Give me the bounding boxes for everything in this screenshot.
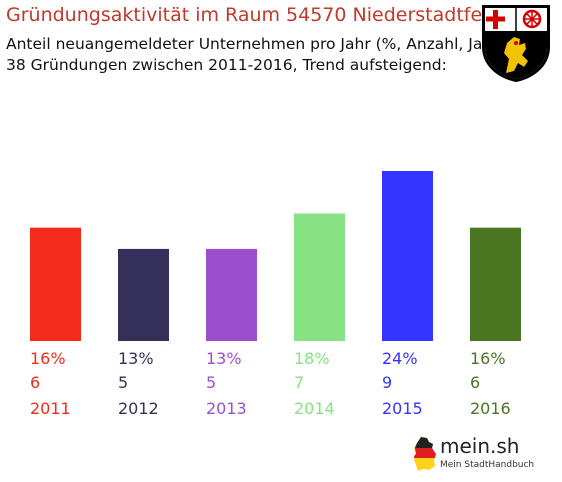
percent-label: 13% — [118, 349, 154, 368]
year-tick-label: 2016 — [470, 399, 511, 418]
count-label: 6 — [30, 373, 40, 392]
logo-tagline: Mein StadtHandbuch — [440, 460, 535, 470]
count-label: 7 — [294, 373, 304, 392]
percent-label: 16% — [470, 349, 506, 368]
bar-2015 — [382, 171, 433, 341]
count-label: 9 — [382, 373, 392, 392]
year-tick-label: 2012 — [118, 399, 159, 418]
logo-text: mein.sh — [440, 434, 520, 458]
percent-label: 24% — [382, 349, 418, 368]
site-logo[interactable]: mein.sh Mein StadtHandbuch — [412, 432, 535, 476]
percent-label: 13% — [206, 349, 242, 368]
year-tick-label: 2015 — [382, 399, 423, 418]
year-tick-label: 2014 — [294, 399, 335, 418]
year-tick-label: 2011 — [30, 399, 71, 418]
germany-map-icon — [414, 437, 436, 471]
percent-label: 18% — [294, 349, 330, 368]
bar-2014 — [294, 213, 345, 341]
percent-label: 16% — [30, 349, 66, 368]
count-label: 6 — [470, 373, 480, 392]
count-label: 5 — [118, 373, 128, 392]
chart-subtitle: Anteil neuangemeldeter Unternehmen pro J… — [6, 35, 505, 53]
chart-summary: 38 Gründungen zwischen 2011-2016, Trend … — [6, 56, 447, 74]
year-tick-label: 2013 — [206, 399, 247, 418]
chart-title: Gründungsaktivität im Raum 54570 Nieders… — [6, 4, 500, 26]
coat-of-arms-icon — [482, 5, 550, 82]
count-label: 5 — [206, 373, 216, 392]
bar-2011 — [30, 227, 81, 341]
bar-2013 — [206, 248, 257, 341]
bar-2012 — [118, 248, 169, 341]
bar-2016 — [470, 227, 521, 341]
